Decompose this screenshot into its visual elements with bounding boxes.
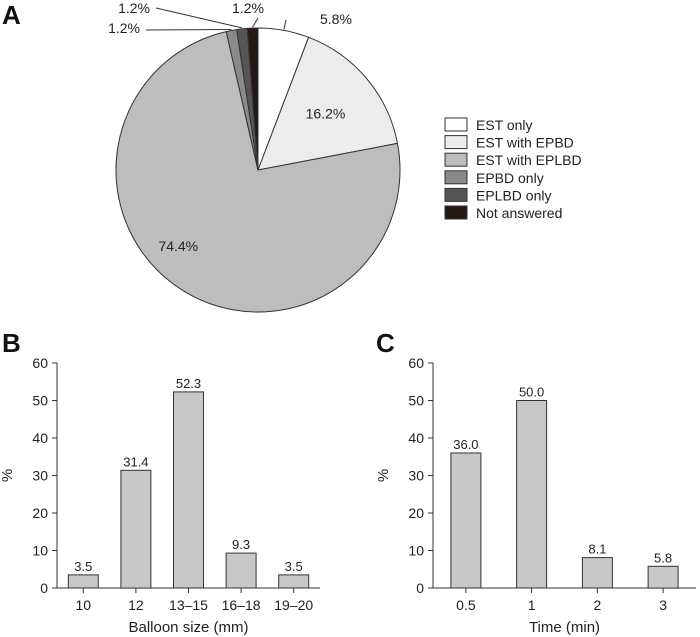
- bar: [450, 452, 482, 589]
- bar: [581, 557, 613, 589]
- bar: [225, 552, 257, 589]
- pie-label: 5.8%: [320, 11, 352, 27]
- bar: [173, 391, 204, 589]
- bar-chart-time: 0 10 20 30 40 50 60% 36.0 0.5 50.0 1 8.1 2 5.8 3 Time (…: [375, 355, 696, 636]
- legend-swatch: [444, 170, 468, 185]
- y-axis-title: %: [0, 469, 16, 482]
- y-tick-label: 20: [408, 505, 424, 521]
- legend-swatch: [444, 152, 468, 167]
- pie-label: 16.2%: [306, 106, 346, 122]
- legend-entry: EST with EPBD: [476, 135, 574, 151]
- panel-letter-c: C: [376, 328, 395, 358]
- x-tick-label: 19–20: [274, 597, 313, 613]
- y-tick-label: 60: [408, 355, 424, 371]
- pie-label: 1.2%: [108, 20, 140, 36]
- x-tick-label: 3: [659, 597, 667, 613]
- panel-letter-b: B: [2, 328, 21, 358]
- x-tick-label: 12: [128, 597, 144, 613]
- bar-value-label: 36.0: [453, 437, 478, 452]
- y-tick-label: 10: [408, 543, 424, 559]
- pie-chart: [115, 27, 401, 313]
- bar: [516, 400, 548, 589]
- x-axis-title: Balloon size (mm): [128, 619, 248, 636]
- pie-leader-line: [252, 17, 259, 28]
- pie-leader-line: [155, 7, 243, 29]
- pie-label: 1.2%: [118, 0, 150, 16]
- y-tick-label: 0: [416, 580, 424, 596]
- legend-swatch: [444, 135, 468, 150]
- bar-chart-balloon-size: 0 10 20 30 40 50 60% 3.5 10 31.4 12 52.3 13–15 9.3 16–…: [0, 355, 320, 636]
- y-tick-label: 20: [32, 505, 48, 521]
- pie-label: 1.2%: [232, 0, 264, 16]
- y-tick-label: 10: [32, 543, 48, 559]
- x-tick-label: 16–18: [222, 597, 261, 613]
- legend-entry: EST only: [476, 117, 533, 133]
- legend-swatch: [444, 205, 468, 220]
- pie-leader-lines: [145, 7, 287, 31]
- y-tick-label: 60: [32, 355, 48, 371]
- x-tick-label: 13–15: [169, 597, 208, 613]
- legend-entry: EPLBD only: [476, 187, 551, 203]
- y-tick-label: 50: [32, 393, 48, 409]
- bar: [647, 565, 679, 589]
- x-tick-label: 2: [594, 597, 602, 613]
- x-tick-label: 10: [76, 597, 92, 613]
- y-tick-label: 30: [408, 468, 424, 484]
- pie-labels: 5.8% 16.2% 74.4% 1.2% 1.2% 1.2%: [108, 0, 352, 254]
- bar-value-label: 50.0: [519, 385, 544, 400]
- bar-value-label: 3.5: [74, 559, 92, 574]
- pie-leader-line: [145, 29, 232, 31]
- x-tick-label: 1: [528, 597, 536, 613]
- bar: [120, 469, 152, 589]
- pie-label: 74.4%: [158, 238, 198, 254]
- bar: [278, 574, 310, 589]
- bar: [67, 574, 99, 589]
- y-tick-label: 50: [408, 393, 424, 409]
- bar-value-label: 9.3: [232, 537, 250, 552]
- bar-value-label: 8.1: [588, 542, 606, 557]
- pie-slice-est-with-epbd: [257, 36, 399, 171]
- bar-value-label: 5.8: [654, 550, 672, 565]
- pie-leader-line: [283, 19, 287, 30]
- panel-letter-a: A: [2, 0, 21, 30]
- bar-value-label: 3.5: [285, 559, 303, 574]
- y-tick-label: 30: [32, 468, 48, 484]
- y-tick-label: 0: [40, 580, 48, 596]
- legend-entry: EST with EPLBD: [476, 152, 582, 168]
- y-axis-title: %: [375, 469, 392, 482]
- legend-swatch: [444, 117, 468, 132]
- legend-entry: Not answered: [476, 205, 562, 221]
- y-tick-label: 40: [408, 430, 424, 446]
- bar-value-label: 31.4: [123, 454, 148, 469]
- y-tick-label: 40: [32, 430, 48, 446]
- legend-entry: EPBD only: [476, 170, 544, 186]
- legend-swatch: [444, 187, 468, 202]
- pie-slice-not-answered: [246, 27, 259, 171]
- x-tick-label: 0.5: [456, 597, 476, 613]
- x-axis-title: Time (min): [529, 619, 600, 636]
- bar-value-label: 52.3: [176, 376, 201, 391]
- pie-slice-est-with-eplbd: [115, 31, 401, 313]
